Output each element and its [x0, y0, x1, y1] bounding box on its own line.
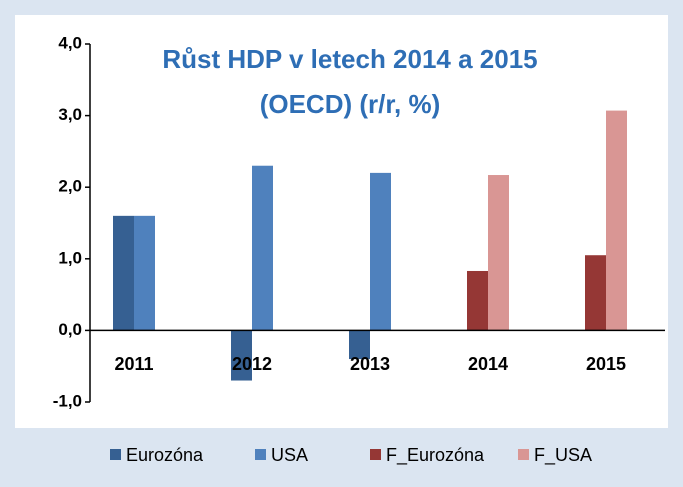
bar [134, 215, 155, 331]
legend-label: F_USA [534, 445, 592, 466]
bar [349, 330, 370, 360]
bar [252, 165, 273, 331]
y-tick-label: 1,0 [58, 248, 82, 267]
chart-title: (OECD) (r/r, %) [260, 89, 441, 119]
legend-swatch [110, 449, 121, 460]
chart-title: Růst HDP v letech 2014 a 2015 [162, 44, 537, 74]
legend-label: Eurozóna [126, 445, 204, 465]
y-tick-label: 0,0 [58, 320, 82, 339]
legend-swatch [370, 449, 381, 460]
bar [585, 255, 606, 331]
y-tick-label: 3,0 [58, 105, 82, 124]
y-tick-label: 4,0 [58, 33, 82, 52]
bar [231, 330, 252, 381]
x-tick-label: 2011 [114, 354, 153, 374]
bar [606, 110, 627, 331]
bar [467, 270, 488, 331]
x-tick-label: 2012 [232, 354, 272, 374]
bar [370, 172, 391, 331]
legend-label: USA [271, 445, 308, 465]
x-tick-label: 2013 [350, 354, 390, 374]
y-tick-label: 2,0 [58, 177, 82, 196]
x-tick-label: 2015 [586, 354, 626, 374]
plot-background [15, 15, 668, 428]
legend-label: F_Eurozóna [386, 445, 485, 466]
bar [488, 175, 509, 331]
y-tick-label: -1,0 [53, 391, 82, 410]
x-tick-label: 2014 [468, 354, 508, 374]
legend-swatch [255, 449, 266, 460]
bar [113, 215, 134, 331]
legend-swatch [518, 449, 529, 460]
